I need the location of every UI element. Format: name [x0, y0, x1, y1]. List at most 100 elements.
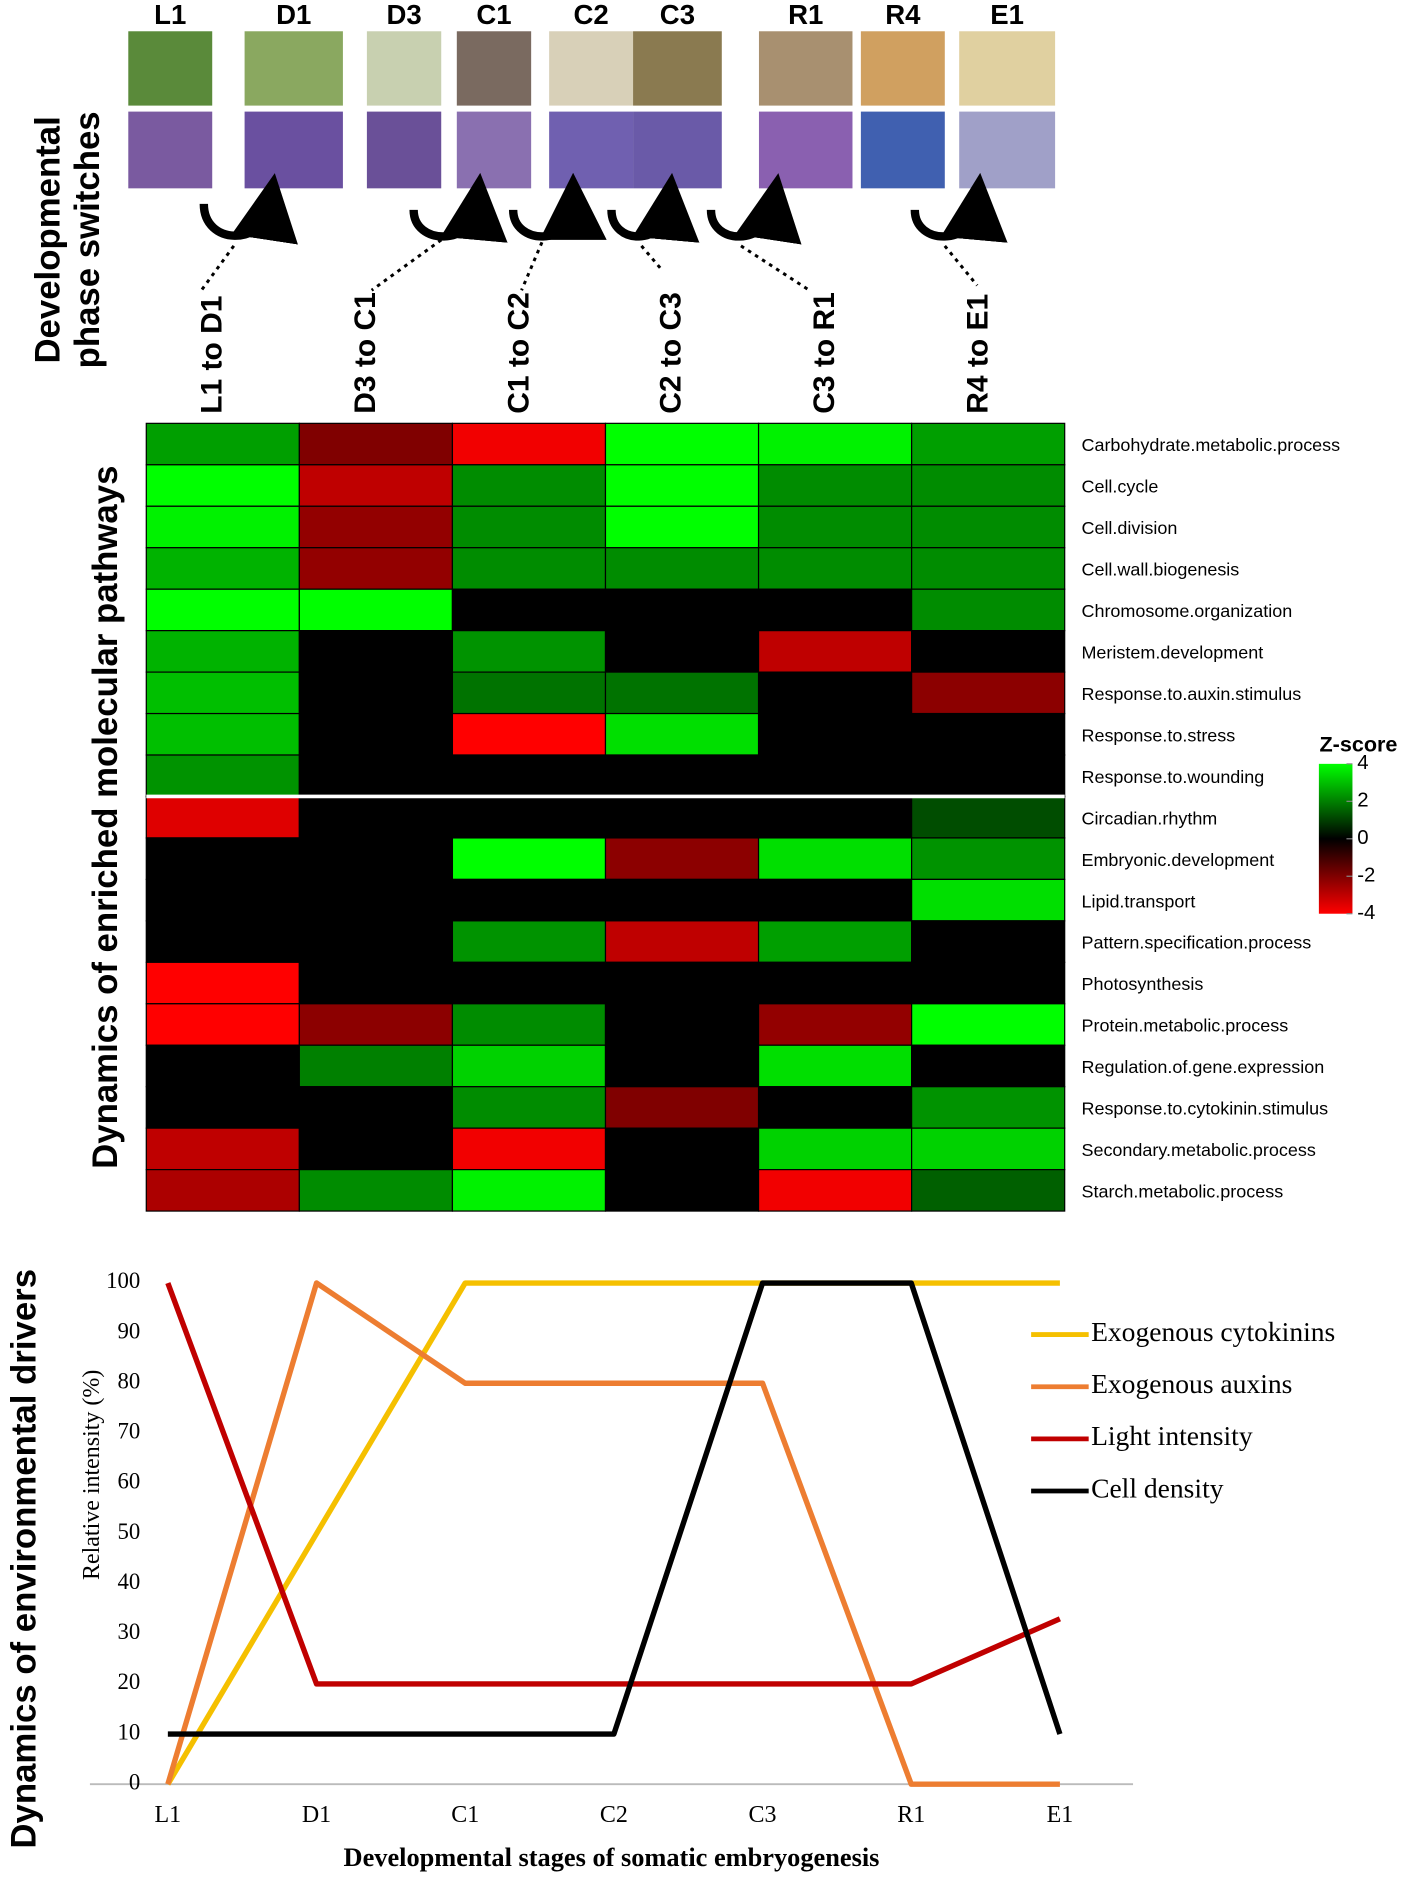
heatmap-cell	[145, 422, 300, 466]
phase-arrows	[199, 172, 1008, 292]
heatmap-cell	[451, 795, 607, 839]
heatmap-cell	[604, 920, 760, 963]
heatmap-cell	[451, 920, 607, 963]
y-tick-label: 100	[106, 1268, 140, 1293]
heatmap-cell	[757, 1127, 913, 1171]
stage-section	[128, 111, 213, 189]
heatmap-cell	[145, 505, 300, 549]
heatmap-cell	[911, 878, 1066, 922]
heatmap-cell	[298, 961, 454, 1005]
stage-section	[860, 111, 945, 189]
heatmap-cell	[298, 837, 454, 880]
heatmap-cell	[298, 588, 454, 632]
stage-photo	[244, 31, 343, 106]
stage-label: C3	[660, 0, 695, 30]
heatmap-cell	[451, 671, 607, 715]
heatmap-cell	[451, 464, 607, 507]
row-label: Starch.metabolic.process	[1081, 1181, 1283, 1201]
heatmap-cell	[604, 1044, 760, 1088]
heatmap-cell	[604, 837, 760, 880]
heatmap-cell	[145, 671, 300, 715]
heatmap-cell	[911, 422, 1066, 466]
row-label: Embryonic.development	[1081, 850, 1274, 870]
heatmap-cell	[757, 961, 913, 1005]
y-axis-title: Relative intensity (%)	[79, 1370, 105, 1580]
heatmap-cell	[911, 837, 1066, 880]
heatmap-cell	[911, 630, 1066, 673]
heatmap-cell	[911, 464, 1066, 507]
transition-label: C1 to C2	[502, 292, 535, 414]
heatmap-cell	[757, 795, 913, 839]
stage-photo	[758, 31, 853, 106]
y-tick-label: 20	[118, 1669, 141, 1694]
heatmap-cell	[298, 1003, 454, 1046]
heatmap-cell	[145, 837, 300, 880]
heatmap-cell	[145, 712, 300, 756]
heatmap-cell	[145, 795, 300, 839]
heatmap-cell	[298, 1086, 454, 1129]
heatmap-cell	[757, 1003, 913, 1046]
stage-section	[633, 111, 722, 189]
phase-panel-label: Developmental	[30, 116, 68, 363]
heatmap-cell	[145, 961, 300, 1005]
heatmap-cell	[757, 671, 913, 715]
heatmap-cell	[604, 1127, 760, 1171]
heatmap-cell	[298, 422, 454, 466]
heatmap-cell	[145, 1127, 300, 1171]
x-tick-label: C1	[451, 1802, 479, 1828]
heatmap-cell	[145, 754, 300, 798]
heatmap-cell	[604, 795, 760, 839]
heatmap-cell	[604, 422, 760, 466]
heatmap-cell	[604, 712, 760, 756]
heatmap-cell	[604, 547, 760, 590]
heatmap-cell	[757, 878, 913, 922]
stage-label: C2	[573, 0, 608, 30]
stage-section	[244, 111, 343, 189]
heatmap-cell	[604, 464, 760, 507]
stage-photo	[128, 31, 213, 106]
heatmap-cell	[451, 505, 607, 549]
row-label: Response.to.wounding	[1081, 767, 1264, 787]
row-label: Response.to.stress	[1081, 725, 1235, 745]
heatmap-cell	[451, 961, 607, 1005]
x-tick-label: E1	[1047, 1802, 1074, 1828]
heatmap-cell	[451, 1044, 607, 1088]
heatmap-cell	[451, 1127, 607, 1171]
heatmap-cell	[911, 712, 1066, 756]
x-tick-label: C3	[749, 1802, 777, 1828]
heatmap-cell	[451, 422, 607, 466]
row-label: Cell.division	[1081, 518, 1177, 538]
row-label: Response.to.cytokinin.stimulus	[1081, 1099, 1328, 1119]
colorbar-title: Z-score	[1319, 732, 1397, 757]
y-tick-label: 0	[129, 1769, 140, 1794]
x-tick-label: R1	[897, 1802, 925, 1828]
stage-label: E1	[990, 0, 1024, 30]
heatmap-cell	[911, 920, 1066, 963]
heatmap-cell	[451, 878, 607, 922]
heatmap-cell	[145, 547, 300, 590]
heatmap-cell	[757, 1169, 913, 1212]
heatmap-cell	[757, 588, 913, 632]
series-line	[167, 1280, 1063, 1737]
x-tick-label: C2	[600, 1802, 628, 1828]
heatmap-cell	[604, 878, 760, 922]
heatmap-cell	[451, 837, 607, 880]
heatmap-cell	[757, 422, 913, 466]
heatmap-cell	[604, 1086, 760, 1129]
row-label: Protein.metabolic.process	[1081, 1016, 1288, 1036]
heatmap-cell	[298, 547, 454, 590]
heatmap-cell	[145, 630, 300, 673]
heatmap-cell	[911, 754, 1066, 798]
heatmap-cell	[757, 754, 913, 798]
heatmap-cell	[604, 1169, 760, 1212]
y-tick-label: 10	[118, 1719, 141, 1744]
heatmap-cell	[298, 920, 454, 963]
legend-label: Exogenous cytokinins	[1091, 1316, 1335, 1347]
x-axis-title: Developmental stages of somatic embryoge…	[344, 1843, 880, 1872]
transition-label: R4 to E1	[961, 294, 994, 414]
y-tick-label: 60	[118, 1469, 141, 1494]
y-tick-label: 30	[118, 1619, 141, 1644]
heatmap-cell	[298, 1044, 454, 1088]
